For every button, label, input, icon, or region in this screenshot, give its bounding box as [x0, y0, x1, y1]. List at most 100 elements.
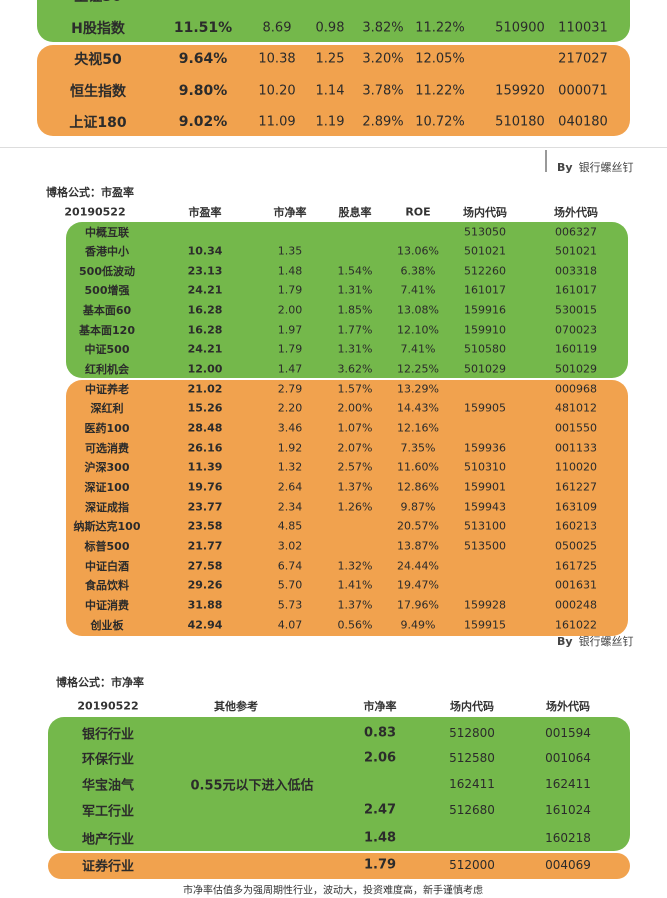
- table-cell: 9.04: [263, 0, 292, 4]
- table-cell: 1.79: [277, 342, 303, 356]
- table-cell: 5.70: [277, 578, 303, 592]
- table-cell: 110003: [558, 0, 608, 4]
- row-name: 深证100: [84, 480, 130, 494]
- table-cell: 13.29%: [397, 382, 439, 396]
- table-cell: 159915: [464, 618, 506, 631]
- credit: By 银行螺丝钉: [557, 633, 634, 649]
- column-header: 场外代码: [554, 206, 598, 219]
- table-cell: 217027: [558, 51, 608, 67]
- table-cell: 4.85: [277, 519, 303, 533]
- row-name: 中证养老: [85, 382, 129, 396]
- table-cell: 001064: [545, 751, 591, 765]
- table-cell: 11.60%: [397, 460, 439, 474]
- table-cell: 501021: [464, 244, 506, 258]
- row-name: 军工行业: [81, 804, 135, 820]
- table-cell: 510310: [464, 460, 506, 474]
- table-cell: 001631: [555, 578, 597, 592]
- pe-title: 博格公式：市盈率: [46, 186, 134, 199]
- table-cell: 31.88: [187, 598, 223, 612]
- table-cell: 512580: [449, 751, 495, 765]
- table-cell: 161022: [555, 618, 597, 631]
- row-name: 中证500: [84, 343, 130, 357]
- table-cell: 512680: [449, 803, 495, 817]
- table-cell: 24.44%: [397, 559, 439, 573]
- table-cell: 23.77: [187, 500, 223, 514]
- row-name: 500增强: [84, 284, 130, 298]
- table-cell: 050025: [555, 539, 597, 553]
- table-cell: 3.46: [277, 421, 303, 435]
- table-cell: 110031: [558, 20, 608, 35]
- row-name: 纳斯达克100: [73, 520, 141, 534]
- table-cell: 162411: [545, 777, 591, 791]
- table-cell: 001550: [555, 421, 597, 435]
- table-cell: 110020: [555, 460, 597, 474]
- table-cell: 1.85%: [337, 303, 373, 317]
- table-cell: 161017: [555, 283, 597, 297]
- table-cell: 159928: [464, 598, 506, 612]
- table-cell: 13.08%: [397, 303, 439, 317]
- table-cell: 7.41%: [400, 342, 436, 356]
- table-cell: 159943: [464, 500, 506, 514]
- table-cell: 000968: [555, 382, 597, 396]
- table-cell: 20.57%: [397, 519, 439, 533]
- table-cell: 159910: [464, 323, 506, 337]
- table-cell: 159936: [464, 441, 506, 455]
- table-cell: 12.25%: [397, 362, 439, 376]
- table-cell: 1.31%: [337, 342, 373, 356]
- row-name: 中概互联: [85, 225, 129, 239]
- table-cell: 1.48: [277, 264, 303, 278]
- table-cell: 1.79: [277, 283, 303, 297]
- table-cell: 530015: [555, 303, 597, 317]
- row-name: 华宝油气: [81, 778, 135, 794]
- row-name: 证券行业: [81, 859, 135, 875]
- table-cell: 2.34: [277, 500, 303, 514]
- row-name: 深证成指: [85, 500, 129, 514]
- table-cell: 8.69: [262, 20, 292, 35]
- table-cell: 19.47%: [397, 578, 439, 592]
- table-cell: 2.64: [277, 480, 303, 494]
- table-cell: 163109: [555, 500, 597, 514]
- row-name: 红利机会: [85, 363, 129, 377]
- row-name: 创业板: [90, 618, 124, 632]
- row-name: 恒生指数: [70, 83, 126, 100]
- table-cell: 159916: [464, 303, 506, 317]
- table-cell: 161227: [555, 480, 597, 494]
- row-name: 标普500: [84, 539, 130, 553]
- table-cell: 10.34: [187, 244, 223, 258]
- table-cell: 3.20%: [362, 51, 404, 67]
- table-cell: 10.20: [258, 83, 296, 98]
- table-cell: 513100: [464, 519, 506, 533]
- table-cell: 9.80%: [178, 82, 228, 99]
- column-header: 20190522: [77, 699, 139, 713]
- table-cell: 11.39%: [415, 0, 465, 4]
- orange-block: [66, 380, 628, 636]
- green-block: [37, 0, 630, 42]
- table-cell: 481012: [555, 401, 597, 415]
- table-cell: 28.48: [187, 421, 223, 435]
- table-cell: 159920: [495, 83, 545, 98]
- table-cell: 14.43%: [397, 401, 439, 415]
- row-name: 食品饮料: [85, 579, 129, 593]
- table-cell: 1.31%: [337, 283, 373, 297]
- table-cell: 2.47: [363, 802, 397, 818]
- row-name: 地产行业: [81, 832, 135, 848]
- credit-author: 银行螺丝钉: [578, 635, 634, 648]
- table-cell: 2.00%: [337, 401, 373, 415]
- table-cell: 12.00: [187, 362, 223, 376]
- table-cell: 000071: [558, 83, 608, 98]
- table-cell: 12.86%: [397, 480, 439, 494]
- table-cell: 159905: [464, 401, 506, 415]
- row-name: 沪深300: [84, 461, 130, 475]
- table-cell: 10.38: [258, 51, 296, 67]
- table-cell: 501029: [555, 362, 597, 376]
- row-name: 医药100: [84, 422, 130, 435]
- column-header: 股息率: [338, 206, 372, 219]
- table-cell: 1.79: [363, 857, 397, 873]
- row-name: 深红利: [90, 402, 124, 416]
- row-name: 央视50: [74, 52, 122, 68]
- table-cell: 9.87%: [400, 500, 436, 514]
- column-header: 场外代码: [546, 700, 590, 713]
- credit-bar: [545, 150, 547, 172]
- table-cell: 7.35%: [400, 441, 436, 455]
